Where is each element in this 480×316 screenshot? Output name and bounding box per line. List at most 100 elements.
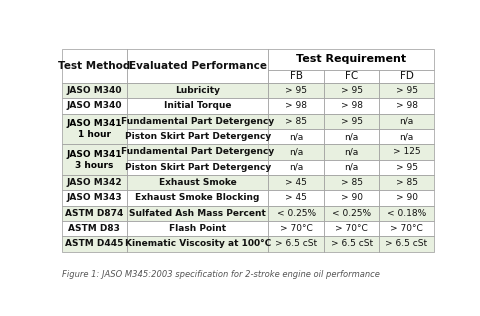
Bar <box>268 129 324 144</box>
Text: n/a: n/a <box>289 163 303 172</box>
Text: JASO M341
3 hours: JASO M341 3 hours <box>67 149 122 170</box>
Text: n/a: n/a <box>345 148 359 156</box>
Text: Figure 1: JASO M345:2003 specification for 2-stroke engine oil performance: Figure 1: JASO M345:2003 specification f… <box>62 270 380 279</box>
Bar <box>268 83 324 98</box>
Text: > 70°C: > 70°C <box>335 224 368 233</box>
Bar <box>268 160 324 175</box>
Text: Piston Skirt Part Detergency: Piston Skirt Part Detergency <box>124 163 271 172</box>
Text: > 95: > 95 <box>285 86 307 95</box>
Bar <box>379 190 434 206</box>
Text: > 6.5 cSt: > 6.5 cSt <box>331 240 372 248</box>
Bar <box>127 190 268 206</box>
Text: Test Method: Test Method <box>58 61 131 71</box>
Bar <box>268 206 324 221</box>
Text: > 90: > 90 <box>341 193 363 203</box>
Bar <box>268 175 324 190</box>
Text: Fundamental Part Detergency: Fundamental Part Detergency <box>121 148 274 156</box>
Text: < 0.25%: < 0.25% <box>276 209 316 218</box>
Bar <box>379 113 434 129</box>
Text: > 45: > 45 <box>285 193 307 203</box>
Bar <box>62 190 127 206</box>
Bar <box>379 83 434 98</box>
Bar <box>379 129 434 144</box>
Text: JASO M340: JASO M340 <box>67 86 122 95</box>
Bar <box>62 206 127 221</box>
Text: > 90: > 90 <box>396 193 418 203</box>
Bar <box>268 70 324 83</box>
Bar <box>127 236 268 252</box>
Bar <box>62 113 127 144</box>
Text: > 45: > 45 <box>285 178 307 187</box>
Bar <box>268 49 434 70</box>
Text: ASTM D874: ASTM D874 <box>65 209 123 218</box>
Bar <box>324 160 379 175</box>
Text: > 95: > 95 <box>341 86 363 95</box>
Bar <box>127 98 268 113</box>
Bar <box>379 160 434 175</box>
Text: JASO M340: JASO M340 <box>67 101 122 110</box>
Bar <box>127 49 268 83</box>
Text: > 95: > 95 <box>396 163 418 172</box>
Text: Initial Torque: Initial Torque <box>164 101 231 110</box>
Bar <box>324 236 379 252</box>
Text: FC: FC <box>345 71 358 81</box>
Bar <box>324 83 379 98</box>
Bar <box>268 113 324 129</box>
Text: ASTM D445: ASTM D445 <box>65 240 123 248</box>
Bar <box>62 221 127 236</box>
Bar <box>268 221 324 236</box>
Text: > 98: > 98 <box>396 101 418 110</box>
Text: n/a: n/a <box>345 132 359 141</box>
Text: Flash Point: Flash Point <box>169 224 226 233</box>
Text: n/a: n/a <box>345 163 359 172</box>
Bar <box>379 144 434 160</box>
Text: Exhaust Smoke: Exhaust Smoke <box>159 178 237 187</box>
Bar <box>62 236 127 252</box>
Text: > 125: > 125 <box>393 148 420 156</box>
Text: Test Requirement: Test Requirement <box>296 54 406 64</box>
Bar <box>268 236 324 252</box>
Bar <box>379 236 434 252</box>
Bar <box>62 83 127 98</box>
Bar <box>127 175 268 190</box>
Bar <box>324 221 379 236</box>
Text: Fundamental Part Detergency: Fundamental Part Detergency <box>121 117 274 126</box>
Bar <box>127 129 268 144</box>
Text: > 95: > 95 <box>396 86 418 95</box>
Text: n/a: n/a <box>399 117 414 126</box>
Text: > 85: > 85 <box>285 117 307 126</box>
Bar <box>379 175 434 190</box>
Bar <box>127 144 268 160</box>
Text: > 6.5 cSt: > 6.5 cSt <box>385 240 428 248</box>
Bar <box>127 221 268 236</box>
Text: n/a: n/a <box>399 132 414 141</box>
Text: Lubricity: Lubricity <box>175 86 220 95</box>
Bar <box>324 129 379 144</box>
Text: > 98: > 98 <box>285 101 307 110</box>
Bar <box>379 70 434 83</box>
Bar <box>324 70 379 83</box>
Text: > 85: > 85 <box>341 178 363 187</box>
Bar <box>379 221 434 236</box>
Bar <box>379 98 434 113</box>
Text: > 6.5 cSt: > 6.5 cSt <box>275 240 317 248</box>
Bar <box>268 98 324 113</box>
Text: JASO M343: JASO M343 <box>67 193 122 203</box>
Text: n/a: n/a <box>289 148 303 156</box>
Bar <box>127 113 268 129</box>
Bar <box>379 206 434 221</box>
Text: n/a: n/a <box>289 132 303 141</box>
Bar <box>127 160 268 175</box>
Text: ASTM D83: ASTM D83 <box>69 224 120 233</box>
Text: < 0.25%: < 0.25% <box>332 209 371 218</box>
Text: JASO M341
1 hour: JASO M341 1 hour <box>67 119 122 139</box>
Text: > 70°C: > 70°C <box>280 224 312 233</box>
Text: Evaluated Performance: Evaluated Performance <box>129 61 267 71</box>
Bar <box>127 83 268 98</box>
Text: JASO M342: JASO M342 <box>67 178 122 187</box>
Bar <box>62 49 127 83</box>
Bar <box>324 175 379 190</box>
Bar <box>324 206 379 221</box>
Text: FD: FD <box>399 71 413 81</box>
Text: > 70°C: > 70°C <box>390 224 423 233</box>
